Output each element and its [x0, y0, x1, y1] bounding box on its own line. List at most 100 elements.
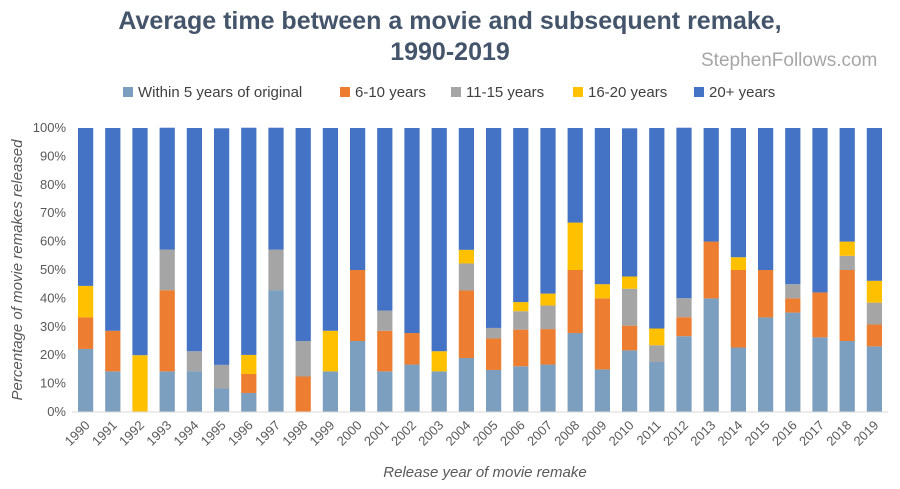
- bar-segment-2008-1: [567, 270, 583, 334]
- x-tick-label: 1997: [252, 418, 283, 449]
- bar-segment-1992-3: [132, 355, 148, 412]
- bar-segment-1995-0: [213, 388, 230, 412]
- bar-segment-2010-3: [621, 276, 638, 289]
- bar-segment-2008-0: [567, 333, 583, 412]
- bar-segment-2000-4: [349, 128, 366, 270]
- bar-segment-1993-0: [159, 371, 175, 412]
- x-tick-label: 1996: [225, 418, 256, 449]
- bar-segment-2012-4: [676, 127, 692, 299]
- chart-title-line-2: 1990-2019: [390, 38, 510, 66]
- bar-segment-1991-4: [105, 128, 121, 331]
- legend-label-3: 16-20 years: [588, 84, 667, 101]
- bar-segment-2006-2: [513, 311, 529, 330]
- bar-segment-2016-2: [785, 284, 801, 299]
- bar-segment-1992-4: [132, 128, 148, 356]
- bar-segment-2010-1: [621, 325, 638, 351]
- bar-segment-1990-3: [77, 285, 94, 318]
- y-tick-label: 10%: [40, 376, 66, 391]
- bar-segment-2006-3: [513, 302, 529, 312]
- y-tick-label: 0%: [47, 404, 66, 419]
- bar-segment-2004-3: [458, 249, 475, 264]
- x-tick-label: 2001: [361, 418, 392, 449]
- bar-segment-2015-4: [757, 128, 774, 270]
- bar-segment-2002-1: [404, 333, 420, 365]
- bar-segment-2011-4: [649, 128, 665, 329]
- bar-segment-1998-4: [295, 128, 311, 341]
- x-tick-label: 2013: [687, 418, 718, 449]
- bar-segment-1998-1: [295, 376, 311, 412]
- bar-segment-2005-1: [485, 338, 502, 370]
- bar-segment-2011-0: [649, 362, 665, 412]
- legend-swatch-2: [451, 87, 461, 97]
- legend-label-4: 20+ years: [709, 84, 775, 101]
- x-tick-label: 2007: [524, 418, 555, 449]
- x-tick-label: 1993: [143, 418, 174, 449]
- bar-segment-2010-4: [621, 128, 638, 277]
- y-tick-label: 30%: [40, 319, 66, 334]
- x-tick-label: 1998: [279, 418, 310, 449]
- bar-segment-2006-0: [513, 366, 529, 412]
- bar-segment-1996-3: [241, 354, 257, 374]
- bar-segment-2016-4: [785, 128, 801, 285]
- chart-legend: Within 5 years of original 6-10 years 11-1…: [123, 84, 775, 101]
- x-tick-label: 1992: [116, 418, 147, 449]
- bar-segment-2018-4: [839, 128, 855, 242]
- bar-segment-2013-0: [703, 298, 719, 412]
- bar-segment-2004-1: [458, 290, 475, 359]
- bar-segment-2006-1: [513, 329, 529, 367]
- bar-segment-2005-2: [485, 327, 502, 339]
- bar-segment-2016-1: [785, 298, 801, 313]
- bar-segment-2010-0: [621, 350, 638, 412]
- bar-segment-2002-4: [404, 128, 420, 334]
- bar-segment-1999-4: [322, 128, 339, 331]
- bars-group: [77, 127, 883, 412]
- bar-segment-2019-4: [866, 128, 883, 281]
- legend-label-2: 11-15 years: [466, 84, 544, 101]
- y-tick-label: 90%: [40, 148, 66, 163]
- bar-segment-2017-4: [812, 128, 828, 293]
- bar-segment-1994-2: [186, 351, 203, 372]
- bar-segment-1996-0: [241, 392, 257, 412]
- bar-segment-2001-0: [377, 371, 393, 412]
- bar-segment-2001-1: [377, 330, 393, 372]
- bar-segment-2010-2: [621, 288, 638, 326]
- bar-segment-2009-3: [594, 284, 611, 299]
- bar-segment-1995-4: [213, 128, 230, 365]
- bar-segment-2017-1: [812, 292, 828, 338]
- bar-segment-2004-0: [458, 358, 475, 412]
- bar-segment-1997-2: [268, 249, 284, 291]
- y-axis: 0% 10% 20% 30% 40% 50% 60% 70% 80% 90% 100%: [33, 120, 67, 419]
- bar-segment-2015-0: [757, 317, 774, 412]
- bar-segment-2007-4: [540, 128, 556, 294]
- x-tick-label: 2012: [660, 418, 691, 449]
- bar-segment-2012-1: [676, 317, 692, 337]
- bar-segment-1990-4: [77, 128, 94, 286]
- x-tick-label: 2004: [442, 418, 473, 449]
- bar-segment-2018-3: [839, 241, 855, 256]
- chart-title-line-1: Average time between a movie and subsequ…: [118, 7, 782, 35]
- x-tick-label: 2019: [850, 418, 881, 449]
- bar-segment-2012-2: [676, 298, 692, 318]
- legend-swatch-3: [573, 87, 583, 97]
- bar-segment-1991-0: [105, 371, 121, 412]
- bar-segment-1998-2: [295, 341, 311, 377]
- bar-segment-1994-0: [186, 371, 203, 412]
- x-tick-label: 2017: [796, 418, 827, 449]
- bar-segment-1994-4: [186, 128, 203, 352]
- x-tick-label: 1990: [62, 418, 93, 449]
- bar-segment-2018-2: [839, 255, 855, 270]
- x-tick-label: 1995: [198, 418, 229, 449]
- x-tick-label: 2008: [551, 418, 582, 449]
- bar-segment-1990-1: [77, 317, 94, 349]
- bar-segment-1996-1: [241, 373, 257, 393]
- bar-segment-2008-4: [567, 128, 583, 223]
- bar-segment-2013-1: [703, 241, 719, 299]
- bar-segment-2013-4: [703, 128, 719, 242]
- bar-segment-2001-4: [377, 128, 393, 311]
- bar-segment-1999-3: [322, 330, 339, 372]
- x-tick-label: 2015: [742, 418, 773, 449]
- bar-segment-2015-1: [757, 270, 774, 318]
- legend-swatch-4: [694, 87, 704, 97]
- watermark-text: StephenFollows.com: [701, 50, 878, 71]
- legend-label-0: Within 5 years of original: [138, 84, 302, 101]
